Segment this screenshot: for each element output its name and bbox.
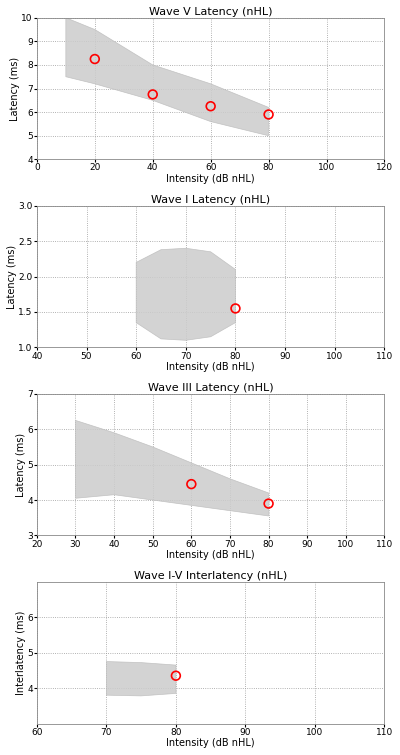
Point xyxy=(188,478,194,490)
Title: Wave I Latency (nHL): Wave I Latency (nHL) xyxy=(151,195,270,205)
Y-axis label: Latency (ms): Latency (ms) xyxy=(7,245,17,309)
Point xyxy=(92,53,98,65)
Polygon shape xyxy=(106,661,176,696)
Title: Wave V Latency (nHL): Wave V Latency (nHL) xyxy=(149,7,272,17)
Point xyxy=(232,303,239,315)
Point xyxy=(173,670,179,682)
X-axis label: Intensity (dB nHL): Intensity (dB nHL) xyxy=(166,550,255,560)
Y-axis label: Latency (ms): Latency (ms) xyxy=(10,57,20,121)
Y-axis label: Latency (ms): Latency (ms) xyxy=(16,433,26,497)
Point xyxy=(150,88,156,100)
Polygon shape xyxy=(136,248,236,341)
Title: Wave I-V Interlatency (nHL): Wave I-V Interlatency (nHL) xyxy=(134,571,287,581)
Point xyxy=(208,100,214,112)
Title: Wave III Latency (nHL): Wave III Latency (nHL) xyxy=(148,383,274,393)
Point xyxy=(265,498,272,510)
X-axis label: Intensity (dB nHL): Intensity (dB nHL) xyxy=(166,362,255,372)
Polygon shape xyxy=(76,421,268,516)
Point xyxy=(265,109,272,121)
X-axis label: Intensity (dB nHL): Intensity (dB nHL) xyxy=(166,174,255,184)
X-axis label: Intensity (dB nHL): Intensity (dB nHL) xyxy=(166,738,255,748)
Y-axis label: Interlatency (ms): Interlatency (ms) xyxy=(16,611,26,695)
Polygon shape xyxy=(66,17,268,136)
